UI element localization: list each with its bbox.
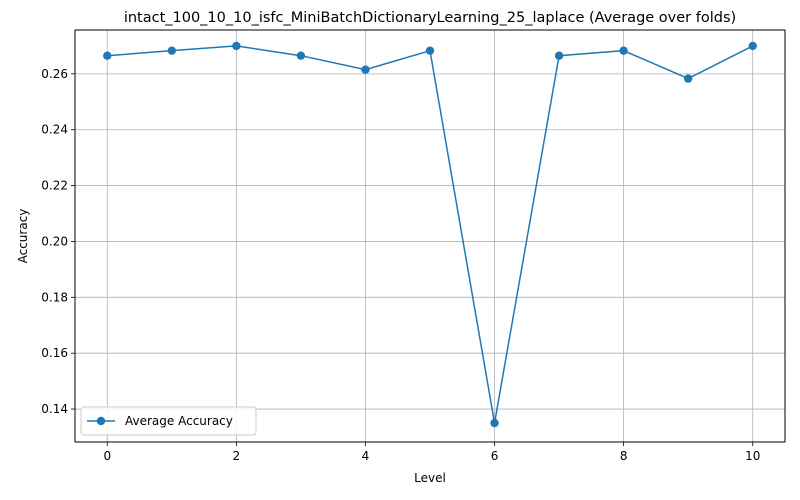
y-tick-label: 0.14 — [41, 402, 68, 416]
legend-marker — [96, 416, 106, 426]
legend-label: Average Accuracy — [125, 414, 233, 428]
data-point — [683, 74, 693, 83]
y-axis-label: Accuracy — [16, 209, 30, 264]
data-point — [296, 51, 306, 60]
data-point — [361, 65, 370, 74]
legend: Average Accuracy — [80, 406, 257, 436]
data-point — [103, 51, 112, 60]
y-tick-label: 0.16 — [41, 346, 68, 360]
y-tick-label: 0.22 — [41, 179, 68, 193]
x-axis-ticks: 0 2 4 6 8 10 — [103, 442, 760, 463]
data-point — [748, 41, 757, 51]
x-tick-label: 10 — [745, 449, 760, 463]
y-tick-label: 0.18 — [41, 290, 68, 304]
grid-lines — [75, 30, 785, 442]
data-point — [425, 46, 435, 55]
data-point — [167, 46, 177, 55]
data-point — [554, 51, 564, 60]
plot-frame — [74, 29, 786, 443]
x-axis-label: Level — [414, 471, 446, 485]
x-tick-label: 4 — [362, 449, 370, 463]
data-point — [619, 46, 628, 55]
x-tick-label: 0 — [103, 449, 111, 463]
y-tick-label: 0.24 — [41, 123, 68, 137]
x-tick-label: 2 — [233, 449, 241, 463]
chart-title: intact_100_10_10_isfc_MiniBatchDictionar… — [124, 10, 736, 26]
x-tick-label: 6 — [491, 449, 499, 463]
series-layer — [103, 41, 757, 428]
y-tick-label: 0.20 — [41, 234, 68, 248]
data-point — [490, 418, 499, 428]
legend-box — [80, 406, 257, 436]
y-axis-ticks: 0.14 0.16 0.18 0.20 0.22 0.24 0.26 — [41, 67, 75, 416]
data-point — [232, 41, 241, 51]
y-tick-label: 0.26 — [41, 67, 68, 81]
x-tick-label: 8 — [620, 449, 628, 463]
